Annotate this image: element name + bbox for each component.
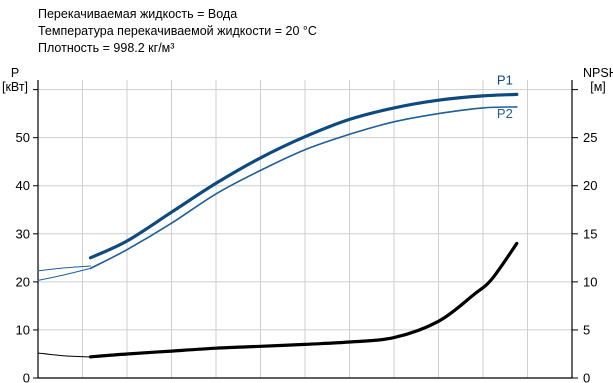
left-axis-title: P [кВт] bbox=[0, 66, 30, 94]
series-line-npsh bbox=[88, 241, 519, 359]
right-tick-label: 20 bbox=[583, 178, 597, 193]
left-tick-label: 20 bbox=[16, 274, 30, 289]
series-line-npsh-extension bbox=[37, 352, 91, 358]
right-tick-label: 0 bbox=[583, 371, 590, 383]
left-tick-label: 10 bbox=[16, 322, 30, 337]
left-tick-label: 0 bbox=[23, 371, 30, 383]
series-line-p2-extension bbox=[37, 265, 91, 272]
fluid-label: Перекачиваемая жидкость = Вода bbox=[38, 7, 238, 21]
left-tick-label: 30 bbox=[16, 226, 30, 241]
right-tick-label: 25 bbox=[583, 130, 597, 145]
left-axis-symbol: P bbox=[10, 66, 20, 80]
right-tick-label: 10 bbox=[583, 274, 597, 289]
chart-header: Перекачиваемая жидкость = Вода Температу… bbox=[38, 6, 317, 57]
left-tick-label: 40 bbox=[16, 178, 30, 193]
series-line-p2 bbox=[89, 106, 518, 270]
series-line-p2-lower-extension bbox=[37, 267, 91, 281]
right-tick-label: 5 bbox=[583, 322, 590, 337]
temperature-label: Температура перекачиваемой жидкости = 20… bbox=[38, 24, 317, 38]
right-axis-title: NPSH [м] bbox=[583, 66, 613, 94]
right-tick-label: 15 bbox=[583, 226, 597, 241]
left-axis-unit: [кВт] bbox=[1, 80, 29, 94]
left-tick-label: 50 bbox=[16, 130, 30, 145]
curve-label-p1: P1 bbox=[497, 72, 513, 87]
right-axis-symbol: NPSH bbox=[583, 66, 613, 80]
density-label: Плотность = 998.2 кг/м³ bbox=[38, 41, 175, 55]
right-axis-unit: [м] bbox=[590, 80, 606, 94]
series-line-p1 bbox=[88, 92, 519, 260]
curve-label-p2: P2 bbox=[497, 106, 513, 121]
